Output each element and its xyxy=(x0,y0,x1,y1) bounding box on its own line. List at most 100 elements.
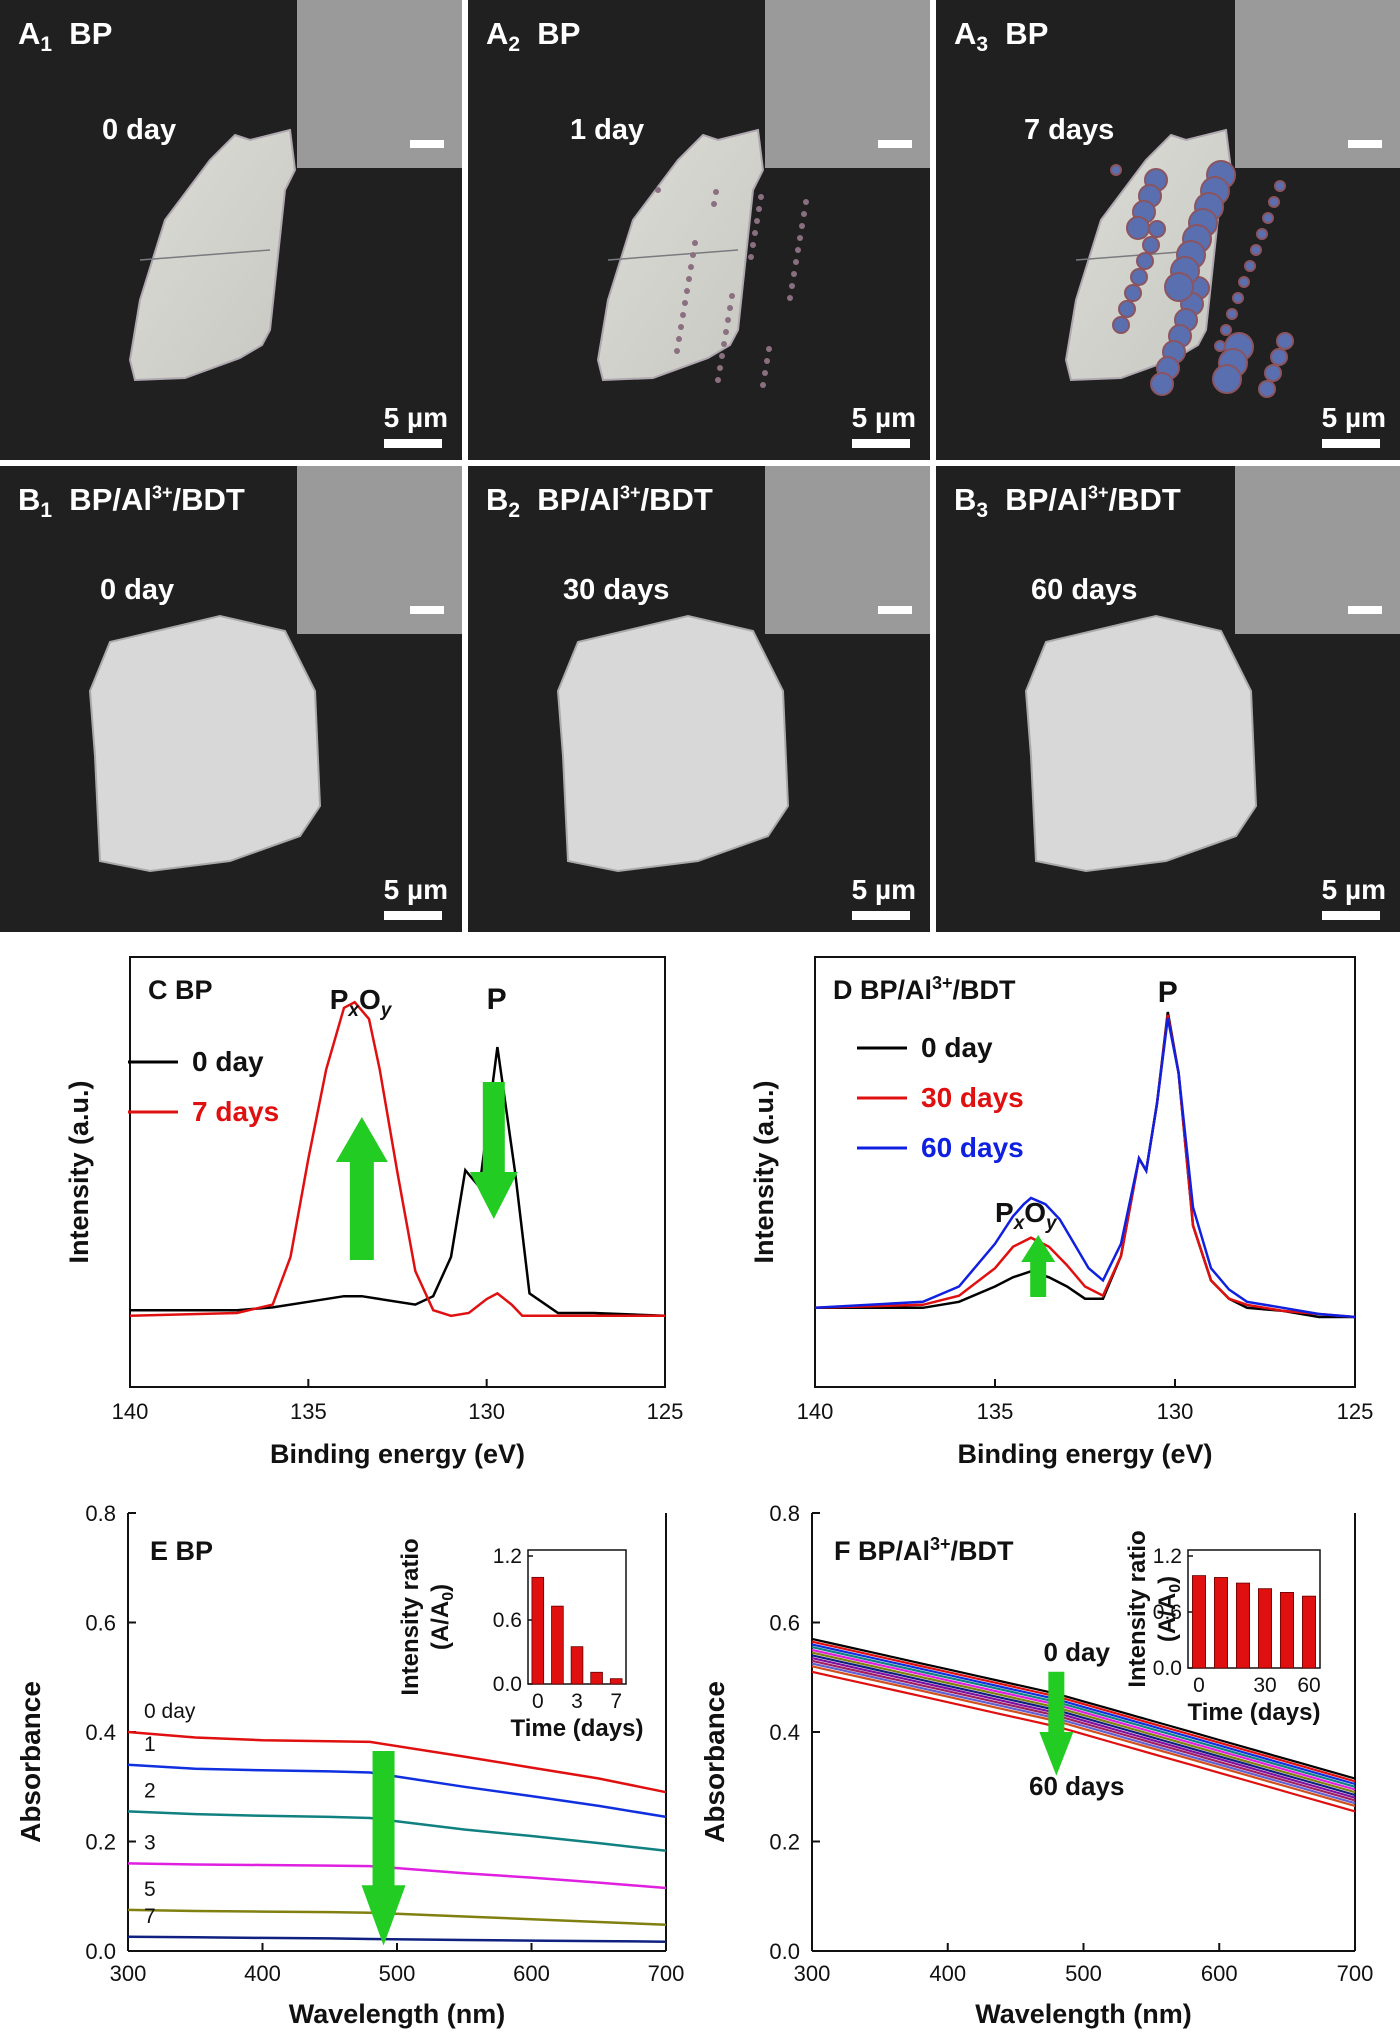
inset-y-tick-label: 0.0 xyxy=(1153,1657,1182,1680)
x-tick-label: 300 xyxy=(794,1961,831,1986)
panel-letter: A xyxy=(18,16,41,51)
ratio-tail: ) xyxy=(427,1584,454,1592)
series-label: 0 day xyxy=(144,1700,196,1723)
panel-index: 2 xyxy=(508,33,521,57)
x-tick-label: 125 xyxy=(1337,1399,1374,1424)
series-line xyxy=(811,1651,1356,1794)
inset-bar xyxy=(1236,1582,1251,1669)
y-tick-label: 0.2 xyxy=(769,1830,800,1855)
legend-label: 0 day xyxy=(921,1032,993,1063)
peak-label-pxoy: PxOy xyxy=(330,984,393,1021)
sample-sup: 3+ xyxy=(619,482,641,503)
x-tick-label: 140 xyxy=(112,1399,149,1424)
chart-c: 140 135 130 125 Binding energy (eV) Intensity… xyxy=(64,956,683,1469)
title-text: BP/Al xyxy=(858,1536,930,1566)
peak-o: O xyxy=(1024,1197,1046,1228)
panel-letter: E xyxy=(150,1536,176,1566)
x-tick-label: 700 xyxy=(648,1961,685,1986)
ratio-label: (A/A xyxy=(427,1601,454,1650)
plot-frame xyxy=(814,956,1356,1388)
inset-y-tick-label: 0.0 xyxy=(493,1673,522,1696)
title-sup: 3+ xyxy=(930,1534,951,1554)
time-label: 0 day xyxy=(100,574,175,606)
x-axis-label: Binding energy (eV) xyxy=(957,1439,1212,1469)
y-tick-label: 0.4 xyxy=(85,1720,116,1745)
inset-scale-bar xyxy=(878,140,912,148)
ratio-label: (A/A xyxy=(1154,1593,1181,1642)
title-tail: /BDT xyxy=(951,1536,1014,1566)
ratio-sub: 0 xyxy=(440,1592,457,1601)
legend-label: 0 day xyxy=(192,1046,264,1077)
time-label: 1 day xyxy=(570,114,645,146)
sample-name: BP/Al xyxy=(988,482,1088,517)
scale-label: 5 µm xyxy=(1321,874,1386,905)
inset-bar xyxy=(1280,1592,1295,1669)
scale-label: 5 µm xyxy=(851,402,916,433)
series-line xyxy=(127,1730,667,1794)
inset-x-axis-label: Time (days) xyxy=(1188,1699,1321,1726)
annotation-bottom: 60 days xyxy=(1029,1771,1124,1801)
title-text: BP xyxy=(175,975,213,1005)
panel-index: 3 xyxy=(976,33,989,57)
chart-title: D BP/Al3+/BDT xyxy=(833,973,1016,1005)
scale-label: 5 µm xyxy=(851,874,916,905)
panel-index: 1 xyxy=(40,499,53,523)
peak-x: x xyxy=(347,1000,360,1021)
inset-y-tick-label: 1.2 xyxy=(493,1545,522,1568)
peak-label-p: P xyxy=(1158,976,1178,1009)
sample-name: BP xyxy=(988,16,1049,51)
x-tick-label: 500 xyxy=(379,1961,416,1986)
micrograph-panel-a3: A3 BP 7 days 5 µm xyxy=(936,0,1400,460)
sample-name: BP xyxy=(52,16,113,51)
peak-p: P xyxy=(995,1197,1014,1228)
panel-label: B2 BP/Al3+/BDT xyxy=(486,482,713,523)
x-tick-label: 600 xyxy=(513,1961,550,1986)
y-tick-label: 0.8 xyxy=(769,1501,800,1526)
series-label: 5 xyxy=(144,1878,156,1901)
y-tick-label: 0.6 xyxy=(769,1611,800,1636)
inset-y-tick-label: 0.6 xyxy=(1153,1601,1182,1624)
inset-y-axis-label: Intensity ratio xyxy=(397,1538,424,1695)
inset-x-tick-label: 30 xyxy=(1253,1674,1276,1697)
series-line-0-day xyxy=(815,1011,1355,1319)
x-tick-label: 500 xyxy=(1065,1961,1102,1986)
inset-x-tick-label: 60 xyxy=(1297,1674,1320,1697)
panel-letter: A xyxy=(954,16,977,51)
inset-y-axis-label: Intensity ratio xyxy=(1124,1530,1151,1687)
peak-p: P xyxy=(330,984,349,1015)
peak-x: x xyxy=(1013,1213,1026,1234)
panel-label: A2 BP xyxy=(486,16,580,57)
inset-bar xyxy=(1192,1575,1207,1669)
micrograph-panel-b2: B2 BP/Al3+/BDT 30 days 5 µm xyxy=(468,466,930,932)
y-tick-label: 0.0 xyxy=(85,1939,116,1964)
down-arrow xyxy=(361,1750,406,1946)
y-tick-label: 0.6 xyxy=(85,1611,116,1636)
micrograph-panel-b1: B1 BP/Al3+/BDT 0 day 5 µm xyxy=(0,466,462,932)
series-line-7-days xyxy=(129,1000,665,1318)
scale-bar xyxy=(1322,911,1380,920)
panel-index: 1 xyxy=(40,33,53,57)
chart-title: E BP xyxy=(150,1536,213,1566)
sample-tail: /BDT xyxy=(172,482,245,517)
series-line xyxy=(811,1657,1356,1799)
y-axis-label: Intensity (a.u.) xyxy=(64,1080,94,1263)
inset-bar xyxy=(551,1605,564,1685)
inset-y-tick-label: 1.2 xyxy=(1153,1545,1182,1568)
inset-bar xyxy=(570,1646,584,1685)
x-tick-label: 130 xyxy=(1157,1399,1194,1424)
x-tick-label: 135 xyxy=(290,1399,327,1424)
panel-label: A3 BP xyxy=(954,16,1048,57)
panel-letter: B xyxy=(954,482,977,517)
peak-o: O xyxy=(359,984,381,1015)
x-tick-label: 135 xyxy=(977,1399,1014,1424)
down-arrow xyxy=(469,1082,518,1219)
inset-bar xyxy=(1258,1588,1273,1669)
scale-bar xyxy=(852,439,910,448)
inset-bar xyxy=(609,1678,623,1685)
legend-label: 7 days xyxy=(192,1096,279,1127)
inset-x-axis-label: Time (days) xyxy=(511,1715,644,1742)
tem-inset xyxy=(1235,0,1400,168)
series-line xyxy=(811,1670,1356,1813)
scale-bar xyxy=(384,439,442,448)
